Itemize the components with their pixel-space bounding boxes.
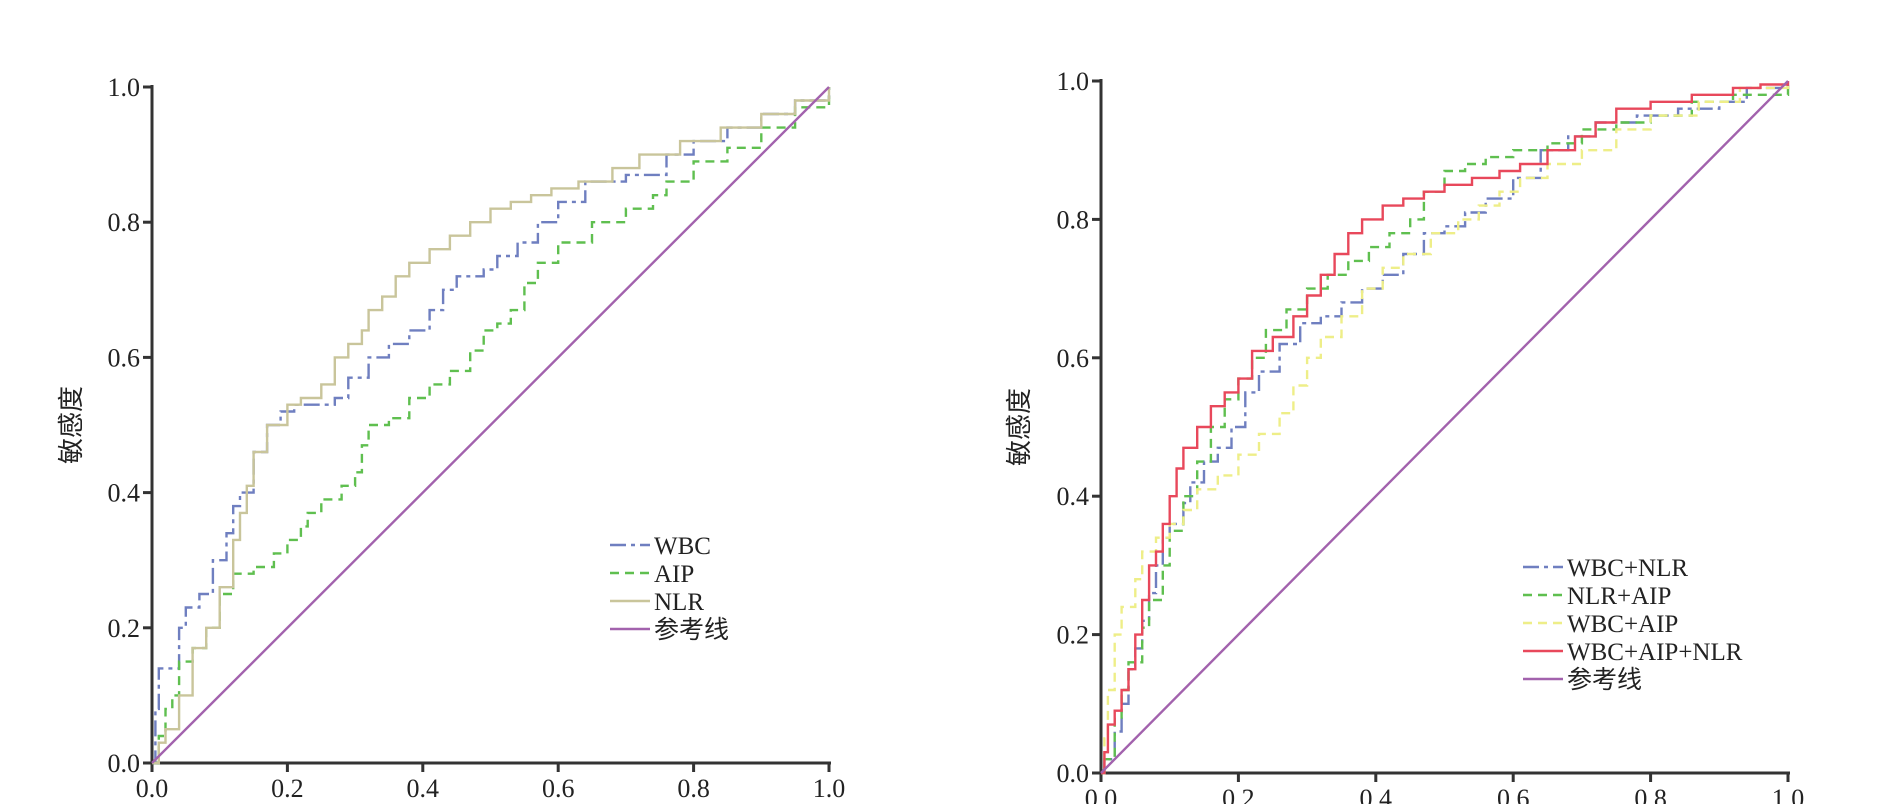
legend-label: NLR+AIP xyxy=(1567,583,1671,610)
series-line-WBC+AIP+NLR xyxy=(1101,81,1790,775)
legend-label: AIP xyxy=(654,561,694,588)
x-tick-label: 1.0 xyxy=(813,774,846,803)
x-tick-label: 0.8 xyxy=(677,774,710,803)
y-tick-label: 0.0 xyxy=(108,749,141,778)
y-tick-label: 0.6 xyxy=(108,343,141,372)
x-tick-label: 0.4 xyxy=(1360,784,1393,804)
x-tick-label: 0.0 xyxy=(1085,784,1118,804)
x-tick-label: 0.8 xyxy=(1634,784,1667,804)
legend-label: 参考线 xyxy=(654,616,729,644)
y-tick-label: 0.2 xyxy=(1057,621,1090,650)
series-line-NLR+AIP xyxy=(1101,81,1790,775)
y-tick-label: 0.8 xyxy=(1057,205,1090,234)
legend-label: WBC+NLR xyxy=(1567,555,1688,582)
series-line-WBC+NLR xyxy=(1101,81,1790,775)
y-axis-title: 敏感度 xyxy=(57,386,87,464)
x-tick-label: 0.4 xyxy=(407,774,440,803)
series-line-WBC xyxy=(152,87,831,765)
series-line-WBC+AIP xyxy=(1101,81,1790,775)
y-tick-label: 0.6 xyxy=(1057,344,1090,373)
y-tick-label: 0.0 xyxy=(1057,759,1090,788)
legend-label: WBC+AIP+NLR xyxy=(1567,639,1743,666)
y-tick-label: 0.4 xyxy=(108,479,141,508)
x-tick-label: 1.0 xyxy=(1772,784,1805,804)
legend-label: WBC xyxy=(654,533,711,560)
x-tick-label: 0.2 xyxy=(1222,784,1255,804)
x-tick-label: 0.6 xyxy=(1497,784,1530,804)
y-tick-label: 1.0 xyxy=(108,73,141,102)
y-axis-title: 敏感度 xyxy=(1005,388,1035,466)
legend-label: 参考线 xyxy=(1567,666,1642,694)
y-tick-label: 0.8 xyxy=(108,208,141,237)
y-tick-label: 0.4 xyxy=(1057,482,1090,511)
x-tick-label: 0.0 xyxy=(136,774,169,803)
series-line-参考线 xyxy=(151,86,830,764)
legend-label: NLR xyxy=(654,589,704,616)
roc-panel-left: 0.0 0.2 0.4 0.6 0.8 1.0 0.0 0.2 0.4 0.6 0.8 1.0 敏感度 W… xyxy=(57,73,845,803)
x-tick-label: 0.6 xyxy=(542,774,575,803)
series-line-参考线 xyxy=(1100,80,1789,774)
series-line-NLR xyxy=(152,87,831,765)
roc-panel-right: 0.0 0.2 0.4 0.6 0.8 1.0 0.0 0.2 0.4 0.6 0.8 1.0 敏感度 W… xyxy=(1005,67,1804,804)
y-tick-label: 0.2 xyxy=(108,614,141,643)
y-tick-label: 1.0 xyxy=(1057,67,1090,96)
x-tick-label: 0.2 xyxy=(271,774,304,803)
legend-label: WBC+AIP xyxy=(1567,611,1678,638)
